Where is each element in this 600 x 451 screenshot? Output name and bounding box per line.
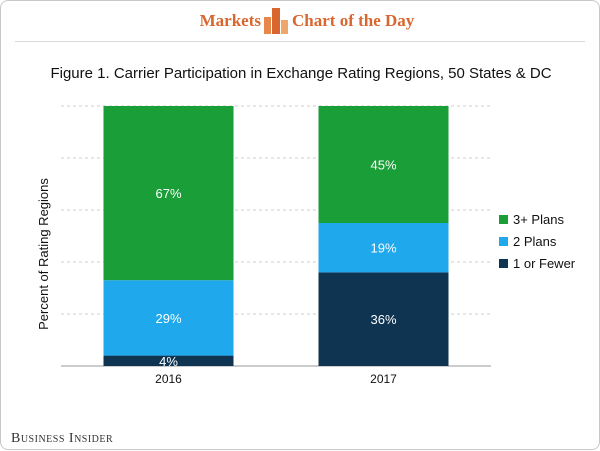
business-insider-logo: Business Insider [11, 431, 113, 447]
markets-label: Markets [199, 11, 261, 30]
data-label: 4% [159, 354, 178, 369]
data-label: 45% [370, 158, 396, 173]
header-divider [15, 41, 585, 42]
bars: 4% 29% 67% 36% 19% 45% [103, 106, 449, 369]
data-label: 67% [155, 186, 181, 201]
legend: 3+ Plans 2 Plans 1 or Fewer [499, 212, 576, 271]
x-tick-label: 2017 [370, 372, 397, 386]
legend-swatch [499, 259, 508, 268]
chart-of-the-day-label: Chart of the Day [292, 11, 415, 30]
chart-title: Figure 1. Carrier Participation in Excha… [50, 65, 552, 82]
brand-text: Business Insider [11, 431, 114, 446]
bar-2017-1-or-fewer [318, 272, 449, 366]
bar-2016-2-plans [103, 280, 234, 356]
bar-2016-1-or-fewer [103, 355, 234, 366]
data-label: 19% [370, 241, 396, 256]
data-label: 36% [370, 312, 396, 327]
chart-logo-icon [264, 8, 288, 34]
header-bar: Markets Chart of the Day [1, 1, 600, 41]
data-label: 29% [155, 311, 181, 326]
legend-label: 3+ Plans [513, 212, 564, 227]
bar-2017-2-plans [318, 223, 449, 273]
bar-2017-3-plans [318, 106, 449, 223]
legend-swatch [499, 215, 508, 224]
bar-2016-3-plans [103, 106, 234, 281]
x-tick-label: 2016 [155, 372, 182, 386]
y-axis-label: Percent of Rating Regions [36, 178, 51, 330]
x-axis: 2016 2017 [155, 372, 397, 386]
legend-swatch [499, 237, 508, 246]
legend-label: 2 Plans [513, 234, 557, 249]
legend-label: 1 or Fewer [513, 256, 576, 271]
